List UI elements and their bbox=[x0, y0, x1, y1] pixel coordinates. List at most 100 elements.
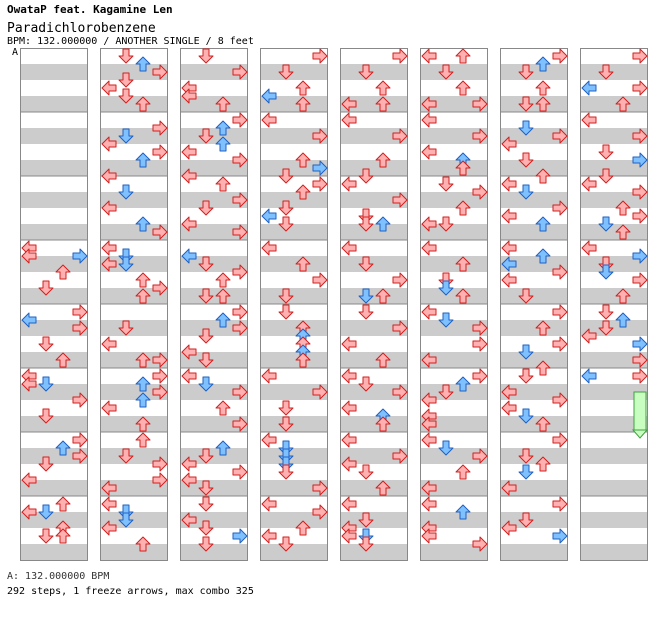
step-arrow-right bbox=[152, 224, 168, 240]
beat-stripe bbox=[340, 96, 408, 112]
step-arrow-right bbox=[232, 224, 248, 240]
step-arrow-up bbox=[135, 376, 151, 392]
beat-stripe bbox=[180, 288, 248, 304]
beat-stripe bbox=[100, 256, 168, 272]
step-arrow-left bbox=[101, 256, 117, 272]
beat-stripe bbox=[20, 320, 88, 336]
beat-stripe bbox=[420, 544, 488, 560]
step-arrow-down bbox=[198, 200, 214, 216]
step-arrow-left bbox=[421, 48, 437, 64]
step-arrow-down bbox=[518, 344, 534, 360]
step-arrow-left bbox=[341, 528, 357, 544]
step-arrow-down bbox=[278, 400, 294, 416]
step-arrow-down bbox=[598, 144, 614, 160]
step-arrow-left bbox=[341, 336, 357, 352]
beat-stripe bbox=[420, 256, 488, 272]
beat-stripe bbox=[340, 448, 408, 464]
step-arrow-up bbox=[455, 200, 471, 216]
step-arrow-up bbox=[215, 176, 231, 192]
step-arrow-down bbox=[198, 128, 214, 144]
step-arrow-down bbox=[198, 48, 214, 64]
step-arrow-down bbox=[278, 200, 294, 216]
beat-stripe bbox=[260, 96, 328, 112]
beat-stripe bbox=[580, 192, 648, 208]
beat-stripe bbox=[180, 352, 248, 368]
beat-stripe bbox=[500, 480, 568, 496]
beat-stripe bbox=[100, 384, 168, 400]
step-arrow-down bbox=[598, 216, 614, 232]
beat-stripe bbox=[180, 416, 248, 432]
beat-stripe bbox=[260, 352, 328, 368]
step-arrow-left bbox=[501, 240, 517, 256]
step-arrow-left bbox=[421, 96, 437, 112]
beat-stripe bbox=[180, 320, 248, 336]
beat-stripe bbox=[420, 416, 488, 432]
step-arrow-right bbox=[632, 184, 648, 200]
step-arrow-up bbox=[375, 480, 391, 496]
beat-stripe bbox=[500, 320, 568, 336]
step-arrow-left bbox=[101, 136, 117, 152]
step-arrow-down bbox=[198, 256, 214, 272]
step-arrow-right bbox=[392, 192, 408, 208]
step-arrow-left bbox=[101, 400, 117, 416]
beat-stripe bbox=[580, 288, 648, 304]
step-arrow-left bbox=[101, 520, 117, 536]
step-arrow-down bbox=[358, 536, 374, 552]
step-arrow-up bbox=[135, 272, 151, 288]
column-border bbox=[260, 48, 328, 561]
step-arrow-left bbox=[581, 368, 597, 384]
step-arrow-down bbox=[118, 72, 134, 88]
beat-stripe bbox=[500, 224, 568, 240]
step-arrow-right bbox=[232, 528, 248, 544]
step-arrow-down bbox=[358, 256, 374, 272]
beat-stripe bbox=[340, 320, 408, 336]
step-arrow-left bbox=[261, 496, 277, 512]
step-arrow-right bbox=[72, 248, 88, 264]
step-arrow-left bbox=[21, 472, 37, 488]
step-arrow-left bbox=[21, 248, 37, 264]
step-arrow-down bbox=[358, 376, 374, 392]
beat-stripe bbox=[500, 544, 568, 560]
step-arrow-down bbox=[38, 504, 54, 520]
step-arrow-right bbox=[72, 432, 88, 448]
step-arrow-down bbox=[118, 128, 134, 144]
beat-stripe bbox=[100, 96, 168, 112]
step-arrow-down bbox=[518, 96, 534, 112]
step-arrow-right bbox=[152, 456, 168, 472]
beat-stripe bbox=[420, 352, 488, 368]
step-arrow-down bbox=[598, 168, 614, 184]
step-arrow-up bbox=[135, 392, 151, 408]
step-arrow-right bbox=[232, 416, 248, 432]
beat-stripe bbox=[420, 96, 488, 112]
step-arrow-up bbox=[215, 272, 231, 288]
step-arrow-down bbox=[38, 280, 54, 296]
step-arrow-down bbox=[358, 168, 374, 184]
step-arrow-up bbox=[455, 160, 471, 176]
step-arrow-down bbox=[278, 288, 294, 304]
step-arrow-up bbox=[535, 320, 551, 336]
step-arrow-left bbox=[421, 240, 437, 256]
beat-stripe bbox=[340, 192, 408, 208]
step-arrow-right bbox=[152, 144, 168, 160]
step-arrow-right bbox=[632, 272, 648, 288]
step-arrow-up bbox=[55, 528, 71, 544]
step-arrow-right bbox=[232, 384, 248, 400]
step-arrow-left bbox=[421, 432, 437, 448]
step-arrow-down bbox=[358, 464, 374, 480]
step-arrow-down bbox=[358, 512, 374, 528]
step-arrow-up bbox=[55, 440, 71, 456]
step-arrow-left bbox=[421, 216, 437, 232]
beat-stripe bbox=[100, 480, 168, 496]
beat-stripe bbox=[420, 448, 488, 464]
beat-stripe bbox=[100, 160, 168, 176]
step-arrow-up bbox=[135, 152, 151, 168]
step-arrow-up bbox=[135, 416, 151, 432]
step-arrow-down bbox=[198, 352, 214, 368]
step-arrow-right bbox=[312, 128, 328, 144]
beat-stripe bbox=[580, 352, 648, 368]
beat-stripe bbox=[340, 480, 408, 496]
step-arrow-left bbox=[421, 528, 437, 544]
step-arrow-down bbox=[278, 416, 294, 432]
step-arrow-down bbox=[118, 48, 134, 64]
step-arrow-up bbox=[615, 200, 631, 216]
